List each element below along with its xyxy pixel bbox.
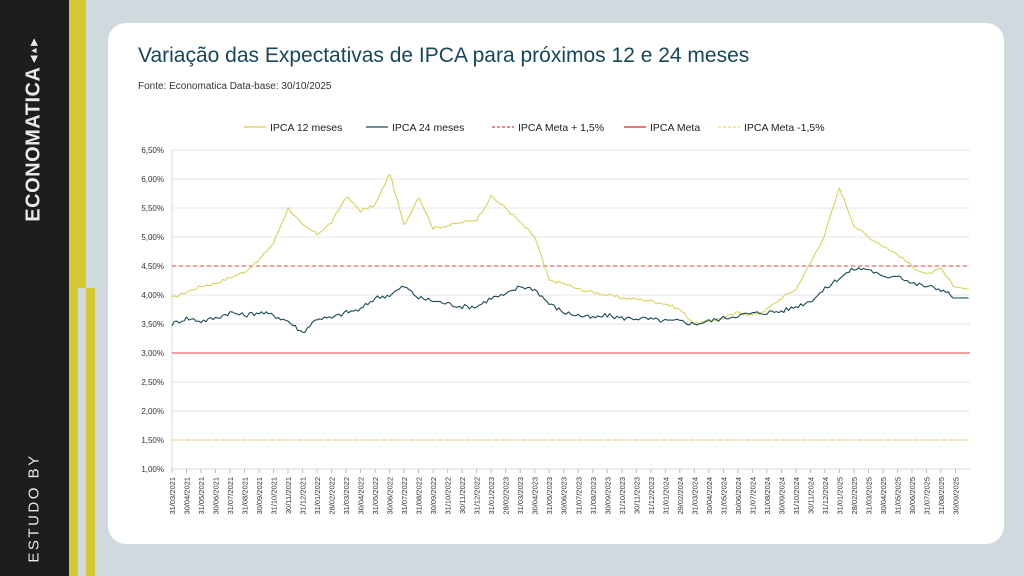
y-tick-label: 4,50% — [141, 262, 164, 271]
accent-stripe-secondary — [86, 288, 95, 576]
x-tick-label: 30/04/2023 — [531, 477, 540, 515]
x-tick-label: 30/09/2025 — [951, 477, 960, 515]
y-tick-label: 5,50% — [141, 204, 164, 213]
x-tick-label: 30/09/2024 — [777, 477, 786, 515]
x-tick-label: 31/05/2021 — [197, 477, 206, 515]
y-tick-label: 2,50% — [141, 378, 164, 387]
x-tick-label: 31/01/2024 — [661, 477, 670, 515]
x-tick-label: 31/01/2025 — [835, 477, 844, 515]
chart-card: Variação das Expectativas de IPCA para p… — [108, 23, 1004, 544]
legend-label: IPCA Meta + 1,5% — [518, 122, 604, 134]
x-tick-label: 31/01/2023 — [487, 477, 496, 515]
x-tick-label: 31/08/2023 — [589, 477, 598, 515]
x-tick-label: 30/04/2025 — [879, 477, 888, 515]
x-tick-label: 31/10/2022 — [444, 477, 453, 515]
line-chart: 1,00% 1,50% 2,00% 2,50% 3,00% 3,50% 4,00% 4,50%… — [141, 122, 970, 515]
y-tick-label: 3,00% — [141, 349, 164, 358]
x-tick-label: 30/11/2021 — [284, 477, 293, 514]
x-tick-label: 31/07/2021 — [226, 477, 235, 515]
x-tick-label: 30/06/2023 — [560, 477, 569, 515]
legend-label: IPCA 12 meses — [270, 122, 342, 134]
y-tick-label: 1,00% — [141, 465, 164, 474]
x-tick-label: 31/08/2024 — [763, 477, 772, 515]
x-tick-label: 30/11/2022 — [458, 477, 467, 514]
y-tick-label: 5,00% — [141, 233, 164, 242]
legend-item: IPCA Meta -1,5% — [718, 122, 825, 134]
brand-name: ECONOMATICA — [22, 66, 45, 222]
x-tick-label: 30/06/2024 — [734, 477, 743, 515]
x-tick-label: 31/10/2024 — [792, 477, 801, 515]
x-tick-label: 31/03/2021 — [168, 477, 177, 515]
x-tick-label: 30/09/2021 — [255, 477, 264, 515]
x-tick-label: 31/07/2024 — [748, 477, 757, 515]
x-tick-label: 31/01/2022 — [313, 477, 322, 515]
y-tick-label: 4,00% — [141, 291, 164, 300]
legend-item: IPCA 24 meses — [366, 122, 464, 134]
x-tick-label: 31/03/2024 — [690, 477, 699, 515]
y-tick-label: 3,50% — [141, 320, 164, 329]
study-label: ESTUDO BY — [25, 453, 43, 563]
x-tick-label: 31/05/2024 — [719, 477, 728, 515]
x-tick-label: 31/05/2022 — [371, 477, 380, 515]
x-tick-label: 30/06/2021 — [212, 477, 221, 515]
x-tick-label: 31/08/2021 — [241, 477, 250, 515]
y-tick-label: 6,50% — [141, 146, 164, 155]
accent-gap — [78, 288, 87, 576]
x-tick-label: 31/12/2023 — [647, 477, 656, 515]
legend-label: IPCA 24 meses — [392, 122, 464, 134]
x-tick-label: 31/03/2022 — [342, 477, 351, 515]
x-tick-label: 31/08/2022 — [415, 477, 424, 515]
x-tick-label: 31/12/2021 — [299, 477, 308, 515]
x-tick-label: 28/02/2025 — [850, 477, 859, 515]
x-tick-label: 31/10/2023 — [618, 477, 627, 515]
x-tick-label: 31/03/2023 — [516, 477, 525, 515]
legend-label: IPCA Meta — [650, 122, 700, 134]
x-tick-label: 30/04/2021 — [183, 477, 192, 515]
x-tick-label: 31/12/2024 — [821, 477, 830, 515]
x-tick-label: 31/07/2023 — [574, 477, 583, 515]
x-tick-label: 30/06/2022 — [386, 477, 395, 515]
legend-item: IPCA Meta + 1,5% — [492, 122, 604, 134]
x-tick-label: 31/08/2025 — [937, 477, 946, 515]
x-tick-label: 29/02/2024 — [676, 477, 685, 515]
series-ipca-12-meses — [171, 173, 969, 325]
chart-source: Fonte: Economatica Data-base: 30/10/2025 — [138, 81, 332, 92]
x-tick-label: 28/02/2022 — [328, 477, 337, 515]
legend-item: IPCA Meta — [624, 122, 700, 134]
legend-item: IPCA 12 meses — [244, 122, 342, 134]
y-tick-label: 2,00% — [141, 407, 164, 416]
x-tick-label: 30/11/2023 — [632, 477, 641, 514]
y-tick-label: 6,00% — [141, 175, 164, 184]
x-tick-label: 31/07/2022 — [400, 477, 409, 515]
series-ipca-24-meses — [171, 267, 969, 333]
x-tick-label: 30/09/2023 — [603, 477, 612, 515]
x-tick-label: 31/05/2023 — [545, 477, 554, 515]
x-tick-label: 31/10/2021 — [270, 477, 279, 515]
brand-logo: ECONOMATICA ◀▲▶ — [23, 38, 46, 221]
x-tick-label: 31/07/2025 — [922, 477, 931, 515]
x-tick-label: 30/04/2022 — [357, 477, 366, 515]
x-tick-label: 31/12/2022 — [473, 477, 482, 515]
sidebar: ECONOMATICA ◀▲▶ ESTUDO BY — [0, 0, 69, 576]
legend-label: IPCA Meta -1,5% — [744, 122, 825, 134]
x-tick-label: 31/03/2025 — [864, 477, 873, 515]
compass-arrows-icon: ◀▲▶ — [28, 38, 39, 63]
x-tick-label: 31/05/2025 — [893, 477, 902, 515]
x-tick-label: 30/06/2025 — [908, 477, 917, 515]
x-tick-label: 30/04/2024 — [705, 477, 714, 515]
chart-title: Variação das Expectativas de IPCA para p… — [138, 44, 750, 67]
y-tick-label: 1,50% — [141, 436, 164, 445]
x-tick-label: 30/11/2024 — [806, 477, 815, 514]
x-tick-label: 30/09/2022 — [429, 477, 438, 515]
x-tick-label: 28/02/2023 — [502, 477, 511, 515]
